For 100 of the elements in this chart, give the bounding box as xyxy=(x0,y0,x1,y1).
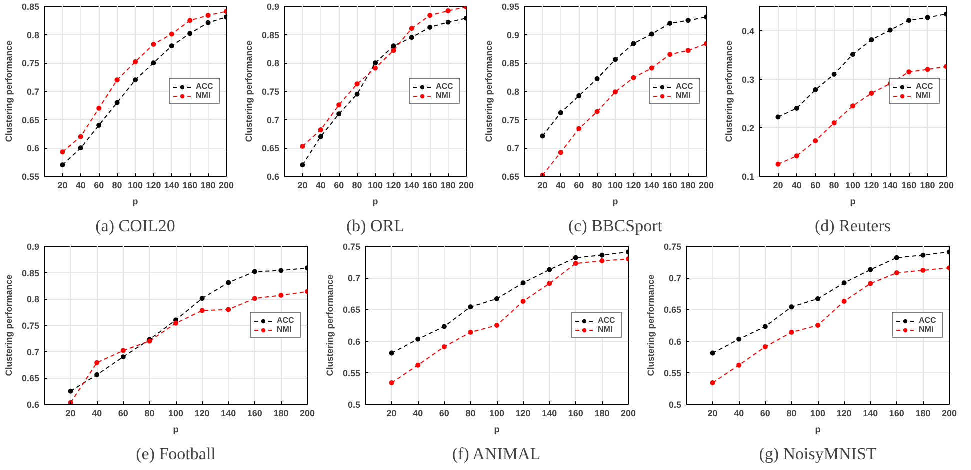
x-tick-label: 200 xyxy=(698,180,714,190)
legend-label: ACC xyxy=(916,82,934,91)
y-axis-title: Clustering performance xyxy=(484,40,494,142)
x-tick-label: 20 xyxy=(386,408,397,418)
x-tick-label: 100 xyxy=(810,408,826,418)
y-tick-label: 0.7 xyxy=(506,144,520,154)
x-tick-label: 20 xyxy=(66,408,76,418)
y-tick-label: 0.8 xyxy=(26,30,40,40)
x-tick-label: 180 xyxy=(200,180,216,190)
x-tick-label: 20 xyxy=(708,408,718,418)
y-tick-label: 0.75 xyxy=(262,87,280,97)
legend-label: NMI xyxy=(919,325,935,334)
x-tick-label: 140 xyxy=(221,408,236,418)
legend-label: NMI xyxy=(436,91,452,100)
x-tick-label: 80 xyxy=(786,408,797,418)
x-tick-label: 160 xyxy=(902,180,917,190)
x-tick-label: 140 xyxy=(542,408,558,418)
legend-label: ACC xyxy=(676,82,694,91)
x-tick-label: 160 xyxy=(422,180,438,190)
y-tick-label: 0.75 xyxy=(22,58,40,69)
y-tick-label: 0.85 xyxy=(262,30,280,40)
x-tick-label: 200 xyxy=(458,180,474,190)
x-tick-label: 40 xyxy=(413,408,424,418)
y-tick-label: 0.7 xyxy=(266,115,280,126)
x-axis-title: p xyxy=(132,196,139,206)
x-tick-label: 80 xyxy=(466,408,476,418)
y-axis-title: Clustering performance xyxy=(324,274,335,376)
x-tick-label: 120 xyxy=(146,180,162,190)
legend-label: ACC xyxy=(919,316,938,325)
legend-label: ACC xyxy=(598,316,616,325)
x-tick-label: 80 xyxy=(112,180,122,190)
y-tick-label: 0.5 xyxy=(348,400,361,410)
x-tick-label: 40 xyxy=(316,180,326,190)
x-tick-label: 200 xyxy=(300,408,316,418)
y-tick-label: 0.4 xyxy=(742,26,755,36)
legend-label: ACC xyxy=(196,82,214,91)
x-tick-label: 120 xyxy=(386,180,402,190)
x-tick-label: 60 xyxy=(574,180,584,190)
y-tick-label: 0.65 xyxy=(342,305,361,316)
y-tick-label: 0.8 xyxy=(506,87,520,97)
text: (a) COIL20 xyxy=(96,216,176,236)
text: (e) Football xyxy=(136,444,216,464)
x-tick-label: 160 xyxy=(568,408,584,418)
y-tick-label: 0.7 xyxy=(26,347,40,358)
x-tick-label: 20 xyxy=(773,180,784,190)
x-tick-label: 180 xyxy=(274,408,289,418)
y-tick-label: 0.9 xyxy=(266,2,280,12)
x-tick-label: 120 xyxy=(194,408,210,418)
x-tick-label: 20 xyxy=(58,180,68,190)
y-tick-label: 0.55 xyxy=(664,368,682,378)
y-tick-label: 0.2 xyxy=(742,123,755,134)
text: (f) ANIMAL xyxy=(452,444,541,464)
x-tick-label: 140 xyxy=(164,180,180,190)
x-tick-label: 100 xyxy=(128,180,144,190)
x-tick-label: 120 xyxy=(516,408,531,418)
x-axis-title: p xyxy=(372,196,379,206)
x-tick-label: 100 xyxy=(489,408,505,418)
x-tick-label: 100 xyxy=(608,180,624,190)
y-tick-label: 0.85 xyxy=(502,58,520,69)
x-tick-label: 40 xyxy=(734,408,744,418)
x-tick-label: 120 xyxy=(836,408,852,418)
x-tick-label: 180 xyxy=(920,180,936,190)
y-tick-label: 0.6 xyxy=(26,144,40,154)
x-tick-label: 180 xyxy=(916,408,931,418)
x-tick-label: 80 xyxy=(144,408,155,418)
y-tick-label: 0.6 xyxy=(266,172,280,182)
y-tick-label: 0.8 xyxy=(266,58,280,69)
x-tick-label: 200 xyxy=(942,408,958,418)
y-tick-label: 0.75 xyxy=(502,115,520,126)
y-axis-title: Clustering performance xyxy=(4,40,14,142)
x-axis-title: p xyxy=(815,424,822,434)
x-tick-label: 20 xyxy=(538,180,548,190)
y-tick-label: 0.75 xyxy=(22,321,40,331)
x-tick-label: 60 xyxy=(439,408,450,418)
legend-label: NMI xyxy=(196,91,212,100)
x-tick-label: 140 xyxy=(404,180,420,190)
y-tick-label: 0.7 xyxy=(26,87,40,97)
x-tick-label: 140 xyxy=(644,180,660,190)
y-tick-label: 0.65 xyxy=(502,172,520,182)
y-tick-label: 0.3 xyxy=(742,74,755,85)
x-tick-label: 200 xyxy=(218,180,234,190)
y-tick-label: 0.55 xyxy=(22,172,40,182)
y-tick-label: 0.6 xyxy=(668,336,682,347)
x-tick-label: 40 xyxy=(92,408,102,418)
x-axis-title: p xyxy=(612,196,619,206)
x-tick-label: 40 xyxy=(556,180,566,190)
y-tick-label: 0.55 xyxy=(342,368,361,378)
x-tick-label: 20 xyxy=(298,180,308,190)
legend-label: NMI xyxy=(676,91,692,100)
x-tick-label: 160 xyxy=(182,180,198,190)
x-tick-label: 160 xyxy=(247,408,262,418)
x-axis-title: p xyxy=(850,196,856,206)
x-tick-label: 160 xyxy=(662,180,678,190)
x-tick-label: 120 xyxy=(626,180,642,190)
y-axis-title: Clustering performance xyxy=(244,40,254,142)
y-tick-label: 0.6 xyxy=(348,336,361,347)
y-tick-label: 0.65 xyxy=(262,144,280,154)
x-tick-label: 60 xyxy=(810,180,821,190)
x-tick-label: 100 xyxy=(845,180,861,190)
x-tick-label: 60 xyxy=(118,408,128,418)
